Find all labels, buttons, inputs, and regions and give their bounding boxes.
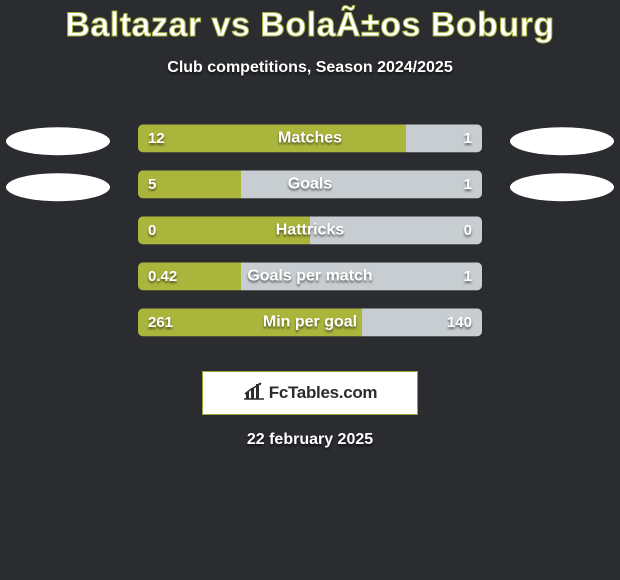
comparison-rows: 121Matches 51Goals 00Hattricks 0.421Goals p… [0,121,620,351]
stat-bar: 0.421Goals per match [138,262,482,290]
player-marker-right [510,173,614,201]
logo-text: FcTables.com [269,383,378,403]
logo-box: FcTables.com [202,371,418,415]
stat-bar-right-segment [310,216,482,244]
stat-bar-left-segment [138,170,241,198]
stat-bar-left-segment [138,124,406,152]
stat-bar: 261140Min per goal [138,308,482,336]
stat-bar-right-segment [362,308,482,336]
stat-bar-left-segment [138,308,362,336]
stat-row: 261140Min per goal [0,305,620,351]
player-marker-left [6,127,110,155]
stat-row: 121Matches [0,121,620,167]
stat-bar-left-segment [138,216,310,244]
stat-row: 0.421Goals per match [0,259,620,305]
stat-bar-right-segment [241,262,482,290]
subtitle: Club competitions, Season 2024/2025 [0,59,620,77]
stat-bar: 121Matches [138,124,482,152]
stat-row: 51Goals [0,167,620,213]
stat-bar: 00Hattricks [138,216,482,244]
stat-row: 00Hattricks [0,213,620,259]
player-marker-right [510,127,614,155]
stat-bar: 51Goals [138,170,482,198]
player-marker-left [6,173,110,201]
page-title: Baltazar vs BolaÃ±os Boburg [0,0,620,45]
date-text: 22 february 2025 [0,431,620,449]
stat-bar-left-segment [138,262,241,290]
stat-bar-right-segment [406,124,482,152]
stat-bar-right-segment [241,170,482,198]
bar-chart-icon [243,382,265,405]
